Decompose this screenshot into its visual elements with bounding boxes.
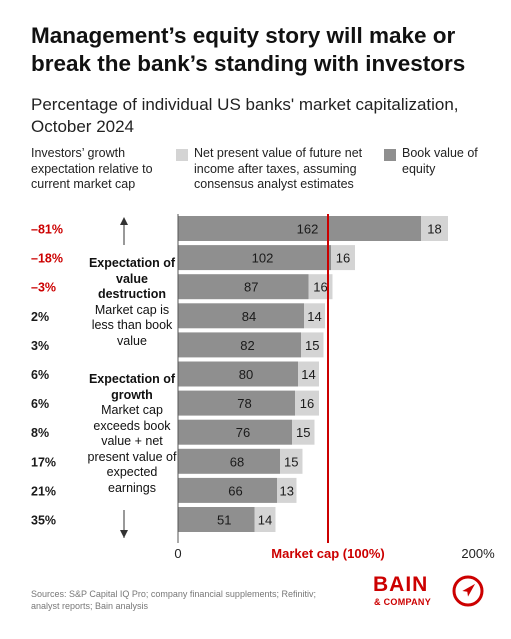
data-label-npv: 14 bbox=[301, 367, 315, 382]
bar-npv bbox=[331, 245, 355, 271]
category-label: –3% bbox=[31, 281, 56, 295]
compass-icon bbox=[452, 575, 484, 607]
source-note: Sources: S&P Capital IQ Pro; company fin… bbox=[31, 589, 316, 611]
bar-book-value bbox=[178, 448, 280, 474]
data-label-book: 82 bbox=[240, 338, 254, 353]
data-label-npv: 18 bbox=[427, 222, 441, 237]
x-tick-zero: 0 bbox=[174, 546, 181, 561]
bar-npv bbox=[292, 419, 315, 445]
legend-label-book: Book value of equity bbox=[402, 146, 478, 176]
data-label-book: 87 bbox=[244, 280, 258, 295]
legend-swatch-npv bbox=[176, 149, 188, 161]
category-label: 6% bbox=[31, 397, 49, 411]
bar-book-value bbox=[178, 245, 331, 271]
data-label-book: 78 bbox=[237, 396, 251, 411]
bar-npv bbox=[295, 390, 319, 416]
data-label-book: 162 bbox=[297, 222, 319, 237]
category-label: 6% bbox=[31, 368, 49, 382]
data-label-book: 80 bbox=[239, 367, 253, 382]
annotation-value-destruction: Expectation of value destruction Market … bbox=[84, 256, 180, 349]
category-label: 2% bbox=[31, 310, 49, 324]
bar-book-value bbox=[178, 361, 298, 387]
data-label-book: 68 bbox=[230, 454, 244, 469]
bar-npv bbox=[254, 507, 276, 532]
data-label-npv: 15 bbox=[284, 454, 298, 469]
chart-title: Management’s equity story will make or b… bbox=[31, 23, 466, 76]
annotation-destruction-title: Expectation of value destruction bbox=[88, 256, 176, 301]
annotation-growth-body: Market cap exceeds book value + net pres… bbox=[87, 403, 177, 495]
data-label-npv: 15 bbox=[305, 338, 319, 353]
legend-label-npv: Net present value of future net income a… bbox=[194, 146, 363, 191]
chart-subtitle: Percentage of individual US banks' marke… bbox=[31, 95, 459, 136]
data-label-book: 51 bbox=[217, 513, 231, 528]
data-label-npv: 14 bbox=[258, 513, 272, 528]
bar-book-value bbox=[178, 390, 295, 416]
category-label: 3% bbox=[31, 339, 49, 353]
data-label-npv: 16 bbox=[336, 251, 350, 266]
category-label: 21% bbox=[31, 484, 56, 498]
category-label: –81% bbox=[31, 223, 63, 237]
bar-book-value bbox=[178, 274, 309, 300]
category-label: 35% bbox=[31, 514, 56, 528]
annotation-destruction-body: Market cap is less than book value bbox=[91, 302, 173, 348]
data-label-book: 102 bbox=[252, 251, 274, 266]
category-label: –18% bbox=[31, 252, 63, 266]
logo-wordmark: BAIN bbox=[373, 573, 429, 596]
legend-swatch-book bbox=[384, 149, 396, 161]
column-header: Investors’ growth expectation relative t… bbox=[31, 146, 153, 191]
data-label-npv: 14 bbox=[307, 309, 321, 324]
data-label-npv: 16 bbox=[300, 396, 314, 411]
logo-subtext: & COMPANY bbox=[374, 597, 432, 607]
data-label-npv: 15 bbox=[296, 425, 310, 440]
bar-npv bbox=[301, 332, 324, 358]
bar-book-value bbox=[178, 507, 255, 532]
x-tick-max: 200% bbox=[461, 546, 495, 561]
bar-npv bbox=[304, 303, 325, 329]
annotation-growth: Expectation of growth Market cap exceeds… bbox=[84, 372, 180, 496]
data-label-book: 66 bbox=[228, 483, 242, 498]
bar-npv bbox=[421, 216, 448, 241]
bar-book-value bbox=[178, 477, 277, 503]
annotation-growth-title: Expectation of growth bbox=[88, 372, 176, 402]
bar-book-value bbox=[178, 419, 292, 445]
bain-logo: BAIN & COMPANY bbox=[373, 574, 485, 610]
bar-book-value bbox=[178, 216, 421, 241]
bar-npv bbox=[280, 448, 303, 474]
data-label-book: 84 bbox=[242, 309, 256, 324]
x-tick-market-cap: Market cap (100%) bbox=[271, 546, 384, 561]
bar-book-value bbox=[178, 332, 301, 358]
data-label-book: 76 bbox=[236, 425, 250, 440]
data-label-npv: 13 bbox=[280, 483, 294, 498]
category-label: 17% bbox=[31, 455, 56, 469]
bar-npv bbox=[298, 361, 319, 387]
data-label-npv: 16 bbox=[313, 280, 327, 295]
direction-arrows bbox=[120, 217, 128, 538]
category-label: 8% bbox=[31, 426, 49, 440]
bar-book-value bbox=[178, 303, 304, 329]
bar-npv bbox=[277, 477, 297, 503]
